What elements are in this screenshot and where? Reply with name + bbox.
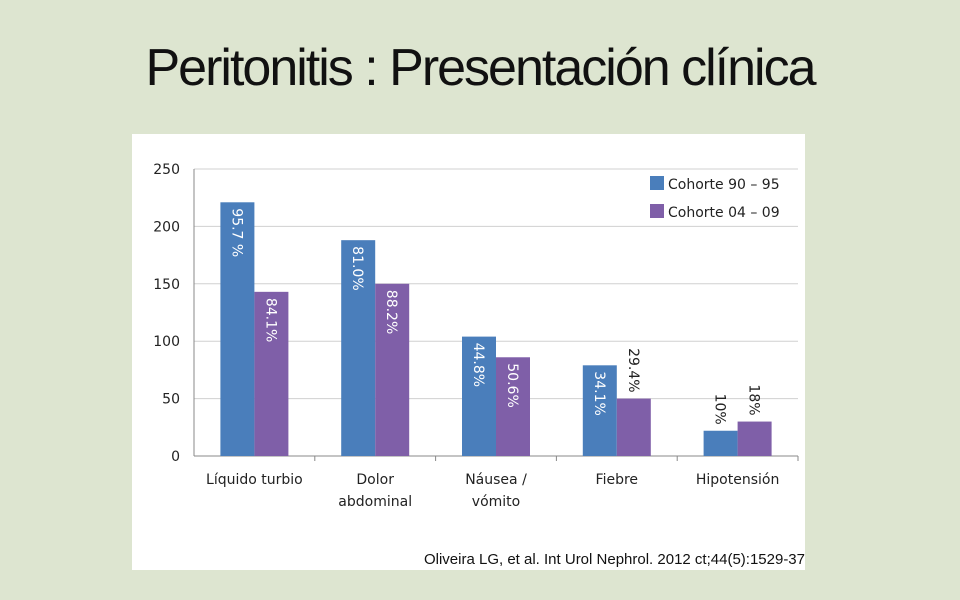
bar-cohorte-90-95 [703, 430, 738, 456]
bar-cohorte-04-09 [737, 421, 772, 456]
bar-chart: 0 50 100 150 200 250 Líquido turbio 95.7 % 84.1%… [153, 162, 799, 510]
citation: Oliveira LG, et al. Int Urol Nephrol. 20… [423, 551, 805, 568]
category-label: Líquido turbio [206, 472, 303, 488]
bar-cohorte-04-09 [254, 291, 289, 456]
bar-cohorte-90-95 [220, 202, 255, 456]
y-tick-label: 150 [153, 277, 180, 293]
data-label: 88.2% [383, 290, 399, 334]
data-label: 95.7 % [228, 208, 244, 257]
legend-swatch [650, 176, 664, 190]
bar-cohorte-04-09 [375, 283, 410, 456]
bar-cohorte-04-09 [496, 357, 530, 456]
category-label: Hipotensión [696, 472, 779, 488]
y-tick-label: 0 [171, 449, 180, 465]
category-label: abdominal [338, 494, 412, 510]
bar-cohorte-90-95 [462, 336, 496, 456]
category-label: Dolor [356, 472, 394, 488]
data-label: 50.6% [504, 363, 520, 407]
legend-label: Cohorte 90 – 95 [668, 177, 780, 193]
data-label: 18% [746, 384, 762, 415]
y-tick-label: 50 [162, 392, 180, 408]
data-label: 81.0% [349, 246, 365, 290]
data-label: 34.1% [591, 371, 607, 415]
data-label: 29.4% [625, 348, 641, 392]
y-tick-label: 250 [153, 162, 180, 178]
bar-cohorte-04-09 [616, 398, 651, 456]
y-tick-label: 200 [153, 219, 180, 235]
bar-cohorte-90-95 [582, 365, 617, 456]
data-label: 10% [712, 394, 728, 425]
category-label: Náusea / [465, 472, 527, 488]
data-label: 84.1% [262, 298, 278, 342]
category-label: vómito [472, 494, 520, 510]
slide-title: Peritonitis : Presentación clínica [145, 39, 816, 97]
chart-panel: 0 50 100 150 200 250 Líquido turbio 95.7 % 84.1%… [132, 134, 805, 570]
legend-swatch [650, 204, 664, 218]
data-label: 44.8% [470, 343, 486, 387]
y-tick-label: 100 [153, 334, 180, 350]
category-label: Fiebre [596, 472, 639, 488]
legend-label: Cohorte 04 – 09 [668, 205, 780, 221]
bar-cohorte-90-95 [341, 240, 376, 456]
